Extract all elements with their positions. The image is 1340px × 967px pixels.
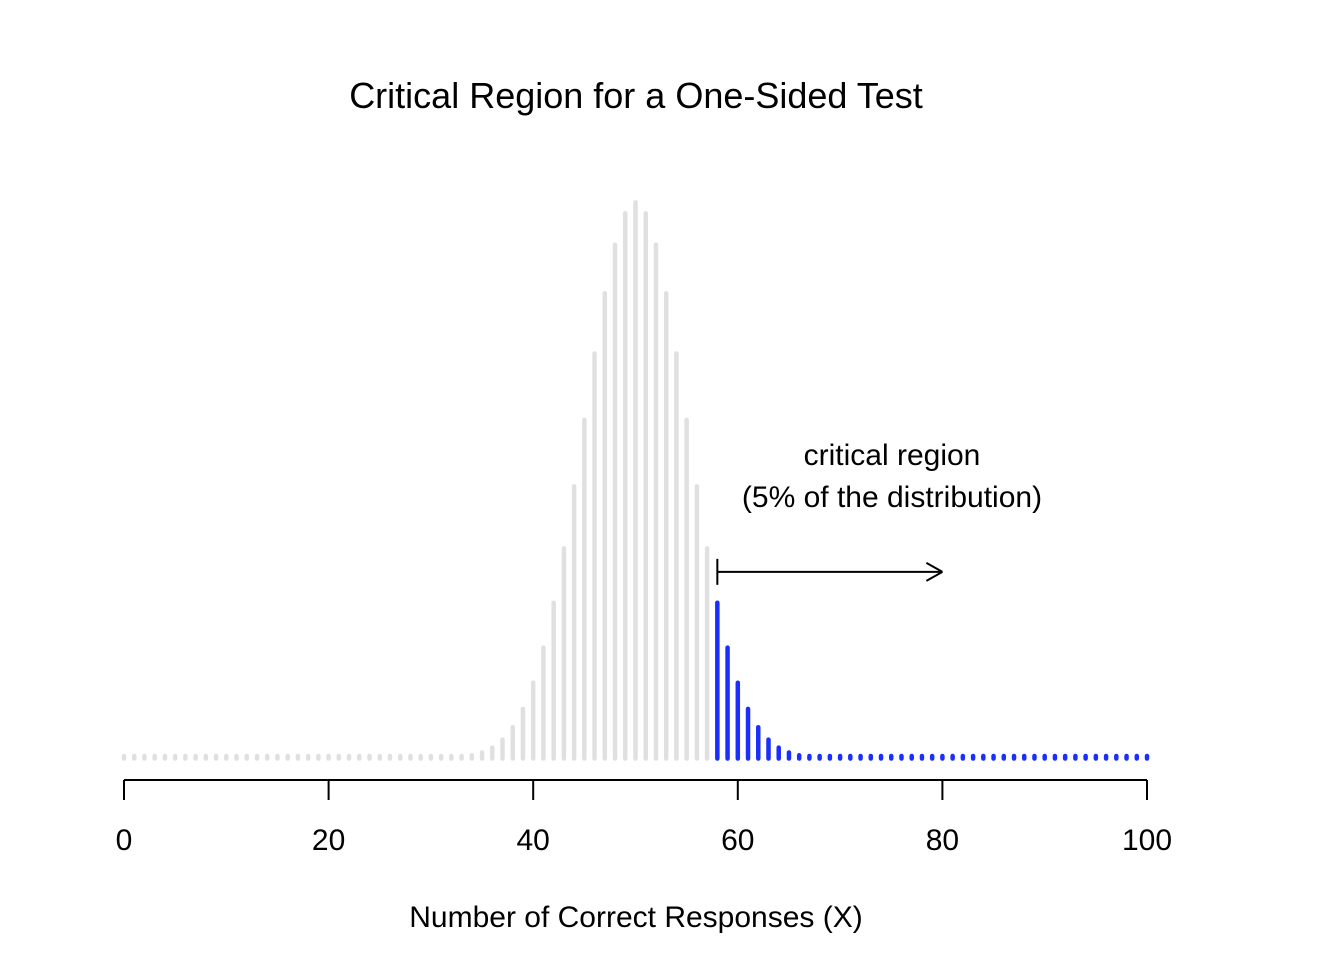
x-tick-label-100: 100	[1122, 824, 1172, 857]
x-tick-label-60: 60	[721, 824, 754, 857]
x-tick-label-80: 80	[926, 824, 959, 857]
chart-title: Critical Region for a One-Sided Test	[349, 75, 923, 116]
annotation-line-1: critical region	[804, 439, 981, 472]
x-axis-label: Number of Correct Responses (X)	[409, 901, 863, 934]
arrow-head-lower	[925, 570, 943, 582]
x-axis: 0 20 40 60 80 100	[116, 779, 1172, 857]
x-tick-label-20: 20	[312, 824, 345, 857]
annotation-line-2: (5% of the distribution)	[742, 481, 1042, 514]
x-tick-label-40: 40	[517, 824, 550, 857]
x-tick-label-0: 0	[116, 824, 133, 857]
x-ticks: 0 20 40 60 80 100	[116, 780, 1172, 857]
arrow-head-upper	[925, 561, 943, 573]
critical-region-annotation: critical region (5% of the distribution)	[716, 439, 1042, 585]
bars-group	[121, 200, 1150, 761]
critical-region-arrow	[716, 558, 943, 585]
